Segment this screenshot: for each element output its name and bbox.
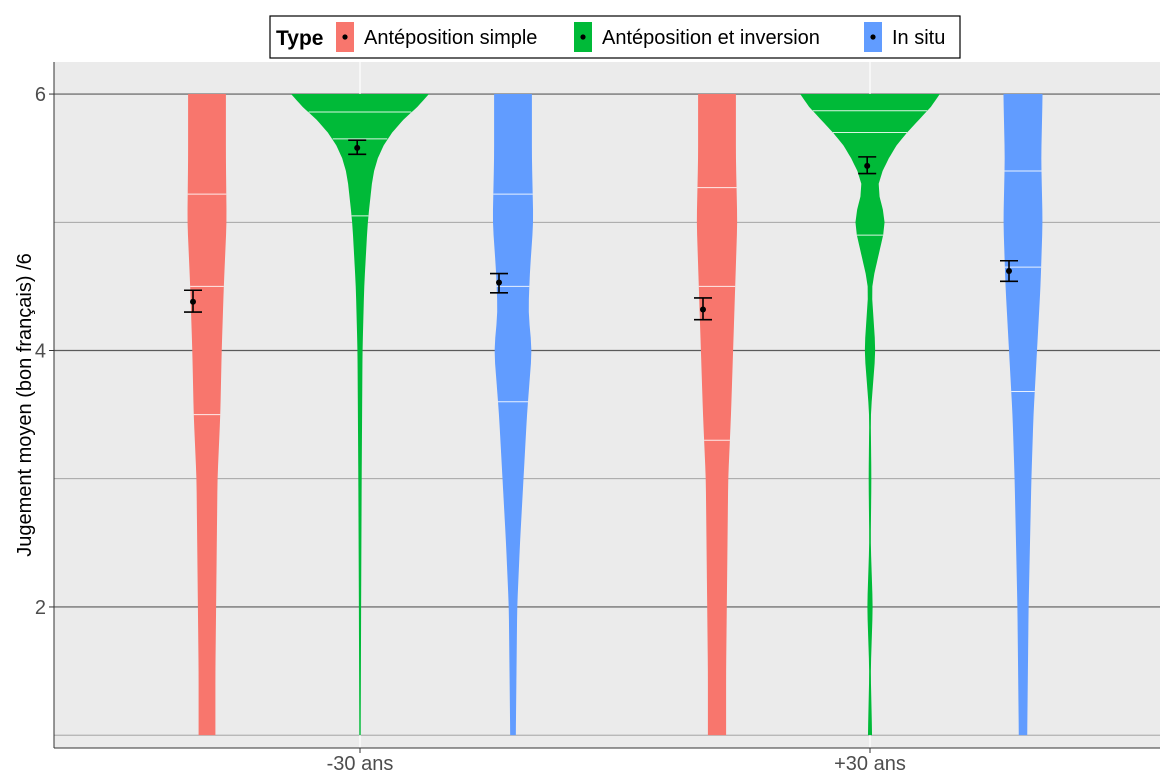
plot-panel <box>54 62 1160 748</box>
mean-point <box>190 298 196 305</box>
mean-point <box>864 162 871 169</box>
legend-key-point <box>342 34 348 40</box>
y-tick-label: 2 <box>35 597 46 619</box>
mean-point <box>700 306 706 313</box>
mean-point <box>496 279 502 286</box>
legend-key-point <box>580 34 586 40</box>
violin-2-2 <box>800 94 940 736</box>
y-tick-label: 6 <box>35 84 46 106</box>
legend-label-3: In situ <box>892 27 945 49</box>
mean-point <box>1006 268 1012 275</box>
x-tick-label: +30 ans <box>834 753 906 771</box>
y-axis-title: Jugement moyen (bon français) /6 <box>14 253 36 557</box>
legend-label-1: Antéposition simple <box>364 27 537 49</box>
y-tick-label: 4 <box>35 341 46 363</box>
legend-title: Type <box>276 27 323 50</box>
legend: Type Antéposition simple Antéposition et … <box>269 15 961 59</box>
mean-point <box>354 144 361 151</box>
legend-box <box>269 15 961 59</box>
legend-key-point <box>870 34 876 40</box>
violin-3-1 <box>492 94 534 736</box>
violin-2-1 <box>291 94 429 736</box>
violin-1-2 <box>696 94 738 736</box>
legend-label-2: Antéposition et inversion <box>602 27 820 49</box>
violin-3-2 <box>1003 94 1043 736</box>
x-tick-label: -30 ans <box>327 753 394 771</box>
